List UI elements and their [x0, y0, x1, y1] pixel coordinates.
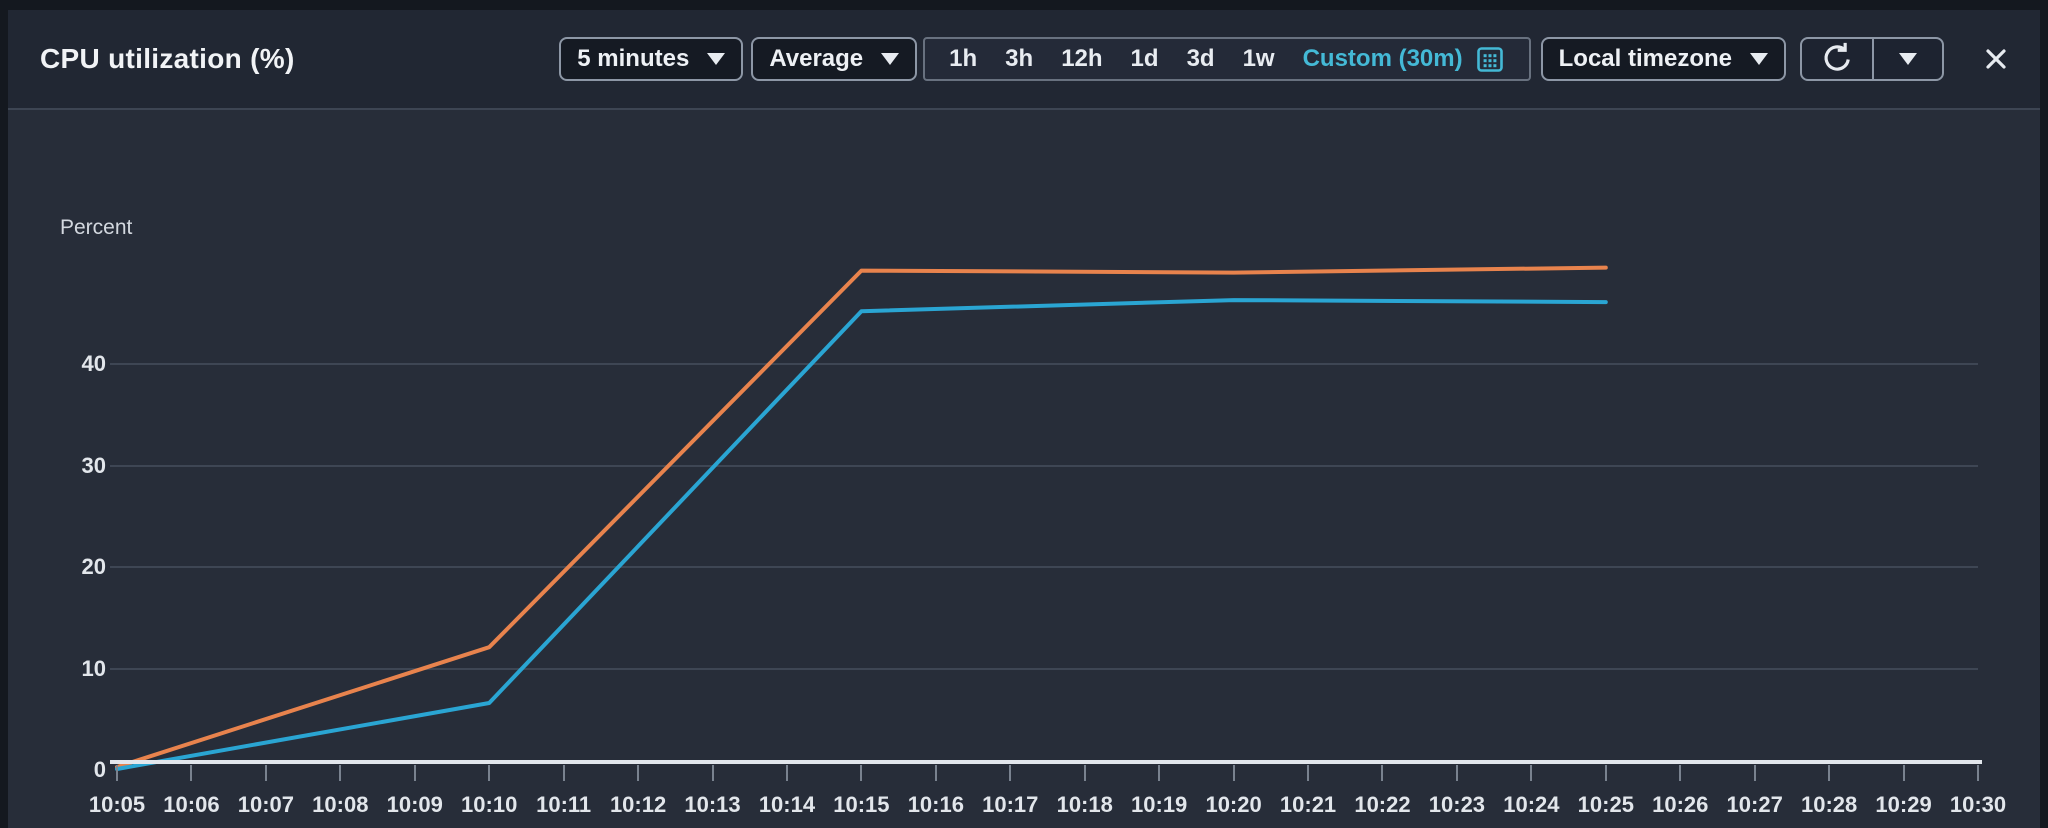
x-axis-tick — [711, 765, 714, 781]
timezone-dropdown[interactable]: Local timezone — [1540, 37, 1786, 81]
x-axis-line — [110, 760, 1982, 764]
x-axis-tick — [1902, 765, 1905, 781]
y-axis-label-20: 20 — [81, 554, 106, 579]
x-axis-label-10:06: 10:06 — [163, 792, 220, 817]
x-axis-tick — [562, 765, 565, 781]
x-axis-tick — [488, 765, 491, 781]
x-axis-tick — [1158, 765, 1161, 781]
x-axis-label-10:07: 10:07 — [237, 792, 295, 817]
x-axis-label-10:25: 10:25 — [1577, 792, 1634, 817]
x-axis-label-10:15: 10:15 — [833, 792, 890, 817]
y-axis-title: Percent — [60, 216, 133, 239]
period-dropdown[interactable]: 5 minutes — [559, 37, 744, 81]
x-axis-tick — [1083, 765, 1086, 781]
x-axis-tick — [1604, 765, 1607, 781]
x-axis-tick — [1381, 765, 1384, 781]
widget-header: CPU utilization (%) 5 minutes Average 1h… — [8, 10, 2040, 110]
x-axis-label-10:26: 10:26 — [1652, 792, 1709, 817]
refresh-options-dropdown[interactable] — [1872, 39, 1942, 79]
custom-range-label: Custom (30m) — [1302, 45, 1463, 72]
calendar-icon — [1476, 47, 1503, 72]
time-range-items: 1h 3h 12h 1d 3d 1w — [935, 39, 1288, 79]
x-axis-tick — [1530, 765, 1533, 781]
x-axis-label-10:20: 10:20 — [1205, 792, 1262, 817]
gridline-20 — [110, 566, 1978, 568]
cpu-utilization-chart: Percent 0 10 20 30 40 10:05 10:06 10:07 10:08 10… — [8, 110, 2040, 828]
metric-widget-card: CPU utilization (%) 5 minutes Average 1h… — [8, 10, 2040, 828]
refresh-button[interactable] — [1802, 39, 1872, 79]
x-axis-tick — [264, 765, 267, 781]
y-axis-label-40: 40 — [81, 351, 106, 376]
x-axis-tick — [637, 765, 640, 781]
refresh-icon — [1824, 42, 1850, 71]
x-axis-label-10:14: 10:14 — [758, 792, 816, 817]
x-axis-label-10:29: 10:29 — [1875, 792, 1932, 817]
chart-line-series-1 — [115, 265, 1608, 769]
x-axis-tick — [413, 765, 416, 781]
x-axis-tick — [934, 765, 937, 781]
x-axis-label-10:05: 10:05 — [88, 792, 146, 817]
x-axis-label-10:19: 10:19 — [1131, 792, 1188, 817]
statistic-dropdown-value: Average — [769, 45, 864, 72]
x-axis-label-10:28: 10:28 — [1800, 792, 1858, 817]
y-axis-label-30: 30 — [81, 452, 106, 478]
time-range-12h[interactable]: 12h — [1047, 39, 1116, 79]
x-axis-label-10:08: 10:08 — [312, 792, 369, 817]
time-range-control: 1h 3h 12h 1d 3d 1w Custom (30m) — [923, 37, 1531, 81]
gridline-30 — [110, 464, 1978, 467]
x-axis-tick — [1009, 765, 1012, 781]
plot-area — [115, 265, 1608, 771]
x-axis-tick — [785, 765, 788, 781]
close-button[interactable] — [1980, 43, 2012, 75]
custom-range-button[interactable]: Custom (30m) — [1289, 39, 1519, 79]
x-axis-label-10:11: 10:11 — [536, 792, 592, 817]
time-range-1h[interactable]: 1h — [935, 39, 991, 79]
x-axis-label-10:10: 10:10 — [461, 792, 518, 817]
x-axis-label-10:24: 10:24 — [1503, 792, 1560, 817]
chart-line-series-2 — [115, 298, 1608, 771]
x-axis-label-10:30: 10:30 — [1949, 792, 2007, 817]
x-axis-tick — [860, 765, 863, 781]
y-axis-label-10: 10 — [81, 655, 106, 681]
gridline-40 — [110, 363, 1978, 365]
refresh-button-group — [1800, 37, 1944, 81]
x-axis-label-10:09: 10:09 — [386, 792, 443, 817]
widget-title: CPU utilization (%) — [40, 43, 295, 74]
x-axis-label-10:23: 10:23 — [1428, 792, 1486, 817]
time-range-1w[interactable]: 1w — [1229, 39, 1289, 79]
x-axis-label-10:22: 10:22 — [1354, 792, 1411, 817]
chevron-down-icon — [707, 53, 726, 65]
x-axis-label-10:27: 10:27 — [1726, 792, 1783, 817]
x-axis-tick — [1977, 765, 1979, 781]
x-axis-tick — [1232, 765, 1235, 781]
timezone-dropdown-value: Local timezone — [1558, 45, 1732, 72]
gridline-10 — [110, 667, 1978, 670]
x-axis-tick — [190, 765, 193, 781]
chevron-down-icon — [1750, 53, 1768, 65]
statistic-dropdown[interactable]: Average — [751, 37, 918, 81]
x-axis-label-10:13: 10:13 — [684, 792, 741, 817]
x-axis-tick — [1455, 765, 1458, 781]
chevron-down-icon — [881, 53, 900, 65]
x-axis-label-10:16: 10:16 — [907, 792, 964, 817]
x-axis-tick — [1828, 765, 1831, 781]
time-range-1d[interactable]: 1d — [1117, 39, 1173, 79]
time-range-3h[interactable]: 3h — [991, 39, 1047, 79]
x-axis-label-10:18: 10:18 — [1056, 792, 1113, 817]
y-axis-label-0: 0 — [93, 757, 106, 782]
chevron-down-icon — [1899, 53, 1917, 65]
x-axis-label-10:17: 10:17 — [982, 792, 1039, 817]
x-axis-tick — [1679, 765, 1682, 781]
x-axis-tick — [339, 765, 342, 781]
x-axis-label-10:12: 10:12 — [609, 792, 667, 817]
close-icon — [1986, 49, 2006, 69]
header-controls: 5 minutes Average 1h 3h 12h 1d 3d 1w Custom (… — [559, 37, 2012, 81]
x-axis-tick — [1307, 765, 1310, 781]
x-axis-tick — [116, 765, 118, 781]
period-dropdown-value: 5 minutes — [577, 45, 690, 72]
x-axis-tick — [1753, 765, 1756, 781]
time-range-3d[interactable]: 3d — [1173, 39, 1229, 79]
x-axis-label-10:21: 10:21 — [1279, 792, 1337, 817]
